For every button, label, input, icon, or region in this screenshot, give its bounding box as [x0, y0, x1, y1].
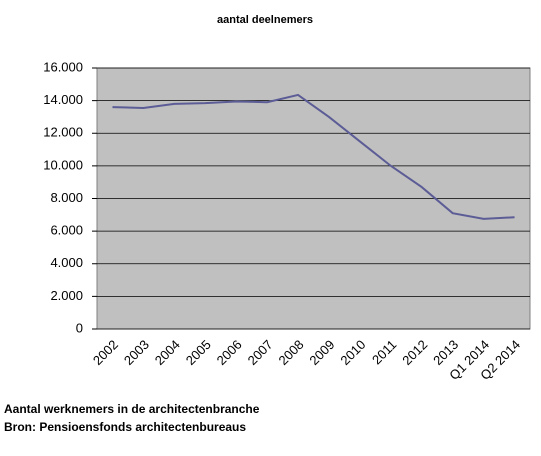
x-tick-label: 2004: [152, 337, 183, 368]
y-tick-label: 0: [76, 320, 83, 335]
y-tick-label: 8.000: [50, 190, 83, 205]
y-tick-label: 14.000: [43, 92, 83, 107]
y-tick-label: 12.000: [43, 125, 83, 140]
caption: Aantal werknemers in de architectenbranc…: [4, 402, 260, 416]
x-tick-label: 2005: [183, 337, 214, 368]
x-tick-label: 2009: [306, 337, 337, 368]
x-tick-label: 2006: [214, 337, 245, 368]
x-tick-label: 2003: [121, 337, 152, 368]
y-tick-label: 6.000: [50, 223, 83, 238]
y-tick-label: 2.000: [50, 288, 83, 303]
y-tick-label: 16.000: [43, 59, 83, 74]
x-tick-label: 2011: [369, 337, 399, 367]
x-tick-label: 2008: [276, 337, 307, 368]
caption: Bron: Pensioensfonds architectenbureaus: [4, 420, 246, 434]
x-tick-label: 2012: [399, 337, 430, 368]
x-tick-label: 2010: [337, 337, 368, 368]
x-tick-label: 2002: [90, 337, 121, 368]
y-tick-label: 10.000: [43, 157, 83, 172]
chart-title: aantal deelnemers: [217, 14, 313, 26]
x-tick-label: 2007: [245, 337, 276, 368]
y-tick-label: 4.000: [50, 255, 83, 270]
data-line: [112, 93, 515, 220]
